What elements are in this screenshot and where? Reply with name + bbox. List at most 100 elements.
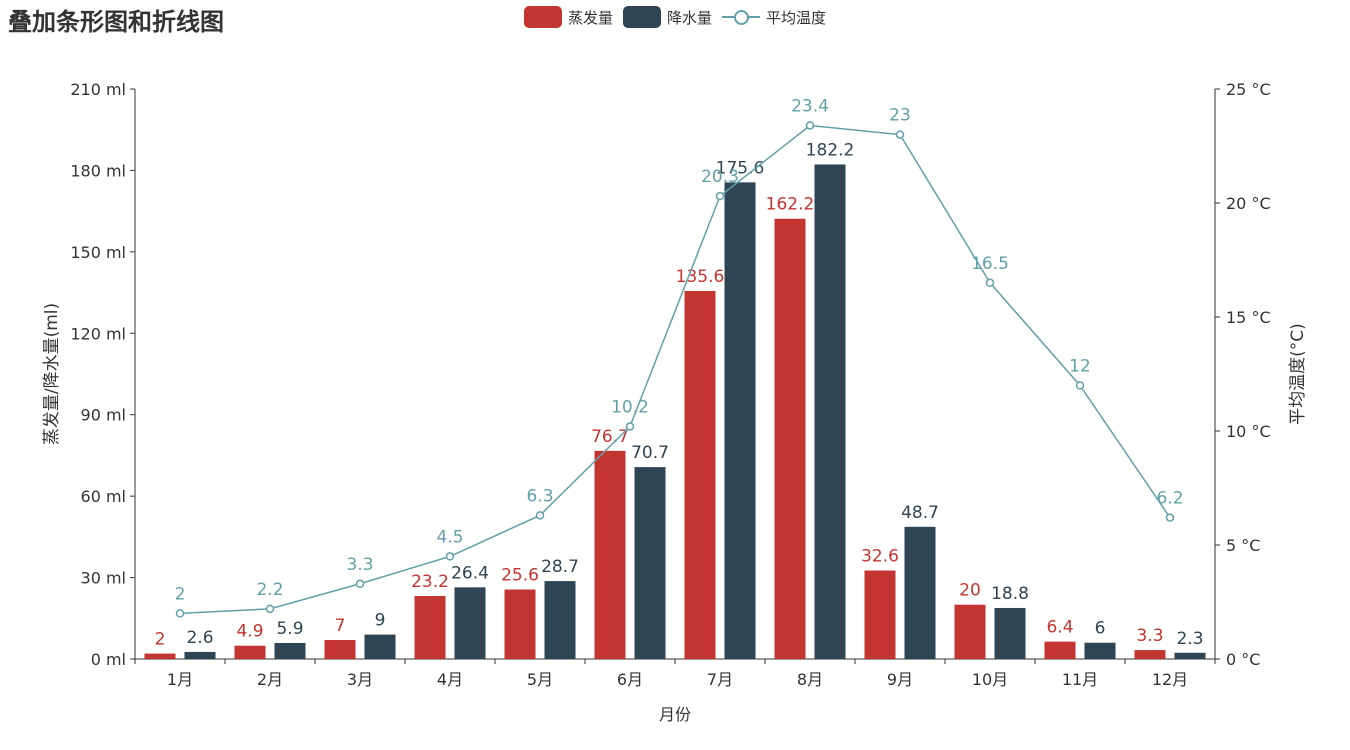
bar-evaporation [234, 645, 266, 659]
temperature-point [805, 121, 815, 130]
legend-item-evaporation[interactable]: 蒸发量 [523, 6, 613, 28]
bar-data-label: 5.9 [276, 619, 303, 639]
bar-data-label: 23.2 [411, 572, 449, 592]
x-tick-label: 6月 [617, 670, 643, 689]
bar-evaporation [594, 450, 626, 659]
temperature-point [265, 604, 275, 614]
temperature-point [1075, 381, 1085, 390]
bar-data-label: 3.3 [1136, 626, 1163, 646]
temperature-point [985, 278, 995, 288]
x-tick-label: 2月 [257, 670, 283, 689]
bar-evaporation [1044, 641, 1076, 659]
bar-precipitation [364, 634, 396, 659]
temperature-point [625, 422, 635, 431]
bar-evaporation [864, 570, 896, 659]
bar-data-label: 18.8 [991, 584, 1029, 604]
temperature-point [175, 609, 185, 618]
temperature-point [355, 579, 365, 589]
bar-precipitation [274, 642, 306, 659]
bar-data-label: 6.4 [1046, 618, 1073, 638]
y-axis-label-left: 蒸发量/降水量(ml) [42, 303, 62, 445]
y-tick-label-left: 150 ml [70, 243, 126, 262]
x-tick-label: 3月 [347, 670, 373, 689]
bar-evaporation [954, 604, 986, 659]
bar-precipitation [184, 651, 216, 659]
y-tick-label-right: 15 °C [1226, 308, 1271, 327]
bar-evaporation [324, 640, 356, 659]
y-tick-label-left: 180 ml [70, 161, 126, 180]
x-tick-label: 10月 [972, 670, 1008, 689]
x-tick-label: 1月 [167, 670, 193, 689]
x-axis-label: 月份 [659, 705, 691, 724]
legend-label-evaporation: 蒸发量 [567, 8, 613, 27]
temperature-data-label: 3.3 [346, 555, 373, 575]
bar-data-label: 20 [959, 581, 981, 601]
legend-swatch-precipitation [622, 6, 661, 28]
y-tick-label-right: 20 °C [1226, 194, 1271, 213]
temperature-data-label: 4.5 [436, 527, 463, 547]
bar-data-label: 4.9 [236, 622, 263, 642]
x-tick-label: 7月 [707, 670, 733, 689]
y-tick-label-left: 0 ml [91, 650, 126, 669]
temperature-line [179, 124, 1171, 615]
bar-data-label: 2.6 [186, 628, 213, 648]
bar-precipitation [994, 607, 1026, 659]
bar-evaporation [414, 596, 446, 659]
bar-precipitation [454, 587, 486, 659]
y-tick-label-left: 120 ml [70, 324, 126, 343]
bar-data-label: 162.2 [766, 195, 815, 215]
temperature-data-label: 12 [1069, 356, 1091, 376]
temperature-data-label: 10.2 [611, 397, 649, 417]
x-tick-label: 11月 [1062, 670, 1098, 689]
legend-label-precipitation: 降水量 [666, 8, 712, 27]
bar-data-label: 7 [335, 616, 346, 636]
bar-precipitation [1174, 652, 1206, 659]
temperature-data-label: 6.3 [526, 486, 553, 506]
temperature-data-label: 20.3 [701, 167, 739, 187]
bar-precipitation [634, 467, 666, 659]
bar-data-label: 2 [155, 630, 166, 650]
bar-data-label: 9 [375, 611, 386, 631]
bar-evaporation [504, 589, 536, 659]
bar-evaporation [774, 218, 806, 659]
bar-precipitation [724, 182, 756, 659]
bar-precipitation [904, 526, 936, 659]
bar-data-label: 26.4 [451, 563, 489, 583]
bar-precipitation [814, 164, 846, 659]
temperature-data-label: 23.4 [791, 96, 829, 116]
bar-data-label: 76.7 [591, 427, 629, 447]
bar-precipitation [544, 581, 576, 659]
temperature-point [445, 552, 455, 561]
bar-evaporation [684, 290, 716, 659]
bar-data-label: 48.7 [901, 503, 939, 523]
bar-data-label: 2.3 [1176, 629, 1203, 649]
bar-data-label: 135.6 [676, 267, 725, 287]
bar-evaporation [144, 653, 176, 659]
temperature-data-label: 2.2 [256, 580, 283, 600]
x-tick-label: 12月 [1152, 670, 1188, 689]
chart-title: 叠加条形图和折线图 [8, 8, 224, 36]
bar-data-label: 70.7 [631, 443, 669, 463]
y-tick-label-left: 30 ml [81, 569, 126, 588]
y-tick-label-right: 5 °C [1226, 536, 1260, 555]
legend-item-temperature[interactable]: 平均温度 [722, 6, 826, 28]
temperature-data-label: 6.2 [1156, 489, 1183, 509]
y-tick-label-left: 90 ml [81, 406, 126, 425]
y-tick-label-right: 10 °C [1226, 422, 1271, 441]
y-tick-label-left: 210 ml [70, 80, 126, 99]
temperature-point [1165, 513, 1175, 522]
temperature-point [895, 130, 905, 139]
bar-data-label: 182.2 [806, 140, 855, 160]
x-tick-label: 5月 [527, 670, 553, 689]
legend-item-precipitation[interactable]: 降水量 [622, 6, 712, 28]
x-tick-label: 9月 [887, 670, 913, 689]
legend-label-temperature: 平均温度 [766, 8, 827, 27]
bar-data-label: 6 [1095, 619, 1106, 639]
temperature-point [715, 191, 725, 201]
y-tick-label-right: 0 °C [1226, 650, 1260, 669]
bar-data-label: 25.6 [501, 566, 539, 586]
y-tick-label-right: 25 °C [1226, 80, 1271, 99]
bar-precipitation [1084, 642, 1116, 659]
temperature-point [535, 511, 545, 520]
